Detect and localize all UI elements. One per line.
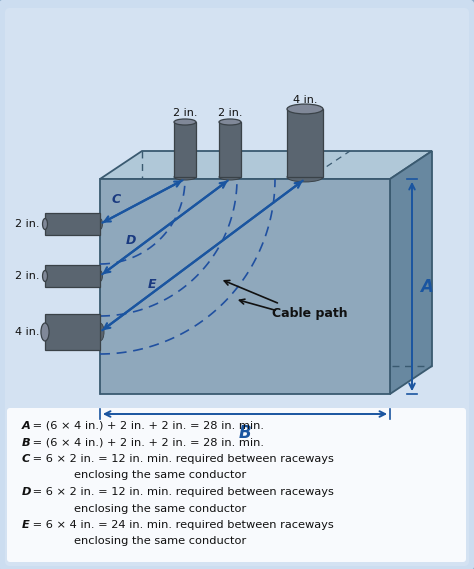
Ellipse shape bbox=[287, 172, 323, 182]
Text: 2 in.: 2 in. bbox=[218, 108, 242, 118]
FancyBboxPatch shape bbox=[5, 8, 469, 566]
Text: E: E bbox=[148, 278, 156, 291]
Text: B: B bbox=[22, 438, 31, 447]
Ellipse shape bbox=[219, 119, 241, 125]
Ellipse shape bbox=[98, 270, 102, 282]
Ellipse shape bbox=[43, 218, 47, 229]
Ellipse shape bbox=[43, 270, 47, 282]
Polygon shape bbox=[45, 265, 100, 287]
Text: E: E bbox=[22, 520, 30, 530]
Text: = 6 × 2 in. = 12 in. min. required between raceways: = 6 × 2 in. = 12 in. min. required betwe… bbox=[29, 454, 334, 464]
Polygon shape bbox=[45, 213, 100, 235]
Polygon shape bbox=[174, 122, 196, 177]
Text: = 6 × 4 in. = 24 in. min. required between raceways: = 6 × 4 in. = 24 in. min. required betwe… bbox=[29, 520, 334, 530]
Ellipse shape bbox=[174, 119, 196, 125]
Ellipse shape bbox=[41, 323, 49, 341]
Text: D: D bbox=[126, 234, 137, 248]
FancyBboxPatch shape bbox=[7, 408, 466, 562]
Text: = (6 × 4 in.) + 2 in. + 2 in. = 28 in. min.: = (6 × 4 in.) + 2 in. + 2 in. = 28 in. m… bbox=[29, 421, 264, 431]
Text: = (6 × 4 in.) + 2 in. + 2 in. = 28 in. min.: = (6 × 4 in.) + 2 in. + 2 in. = 28 in. m… bbox=[29, 438, 264, 447]
Text: C: C bbox=[111, 193, 120, 206]
Text: enclosing the same conductor: enclosing the same conductor bbox=[74, 504, 246, 513]
Polygon shape bbox=[390, 151, 432, 394]
Ellipse shape bbox=[98, 218, 102, 229]
Polygon shape bbox=[45, 314, 100, 350]
Text: D: D bbox=[22, 487, 31, 497]
Text: C: C bbox=[22, 454, 30, 464]
Text: 4 in.: 4 in. bbox=[293, 95, 317, 105]
Text: enclosing the same conductor: enclosing the same conductor bbox=[74, 471, 246, 480]
Text: enclosing the same conductor: enclosing the same conductor bbox=[74, 537, 246, 546]
Text: 2 in.: 2 in. bbox=[16, 271, 40, 281]
Text: 2 in.: 2 in. bbox=[173, 108, 197, 118]
Ellipse shape bbox=[96, 323, 104, 341]
Text: 2 in.: 2 in. bbox=[16, 219, 40, 229]
Polygon shape bbox=[100, 179, 390, 394]
Text: 4 in.: 4 in. bbox=[16, 327, 40, 337]
Polygon shape bbox=[219, 122, 241, 177]
Polygon shape bbox=[287, 109, 323, 177]
Text: B: B bbox=[239, 424, 251, 442]
Ellipse shape bbox=[219, 174, 241, 180]
Text: Cable path: Cable path bbox=[272, 307, 348, 320]
Text: A: A bbox=[22, 421, 31, 431]
Ellipse shape bbox=[287, 104, 323, 114]
Polygon shape bbox=[100, 151, 432, 179]
Text: = 6 × 2 in. = 12 in. min. required between raceways: = 6 × 2 in. = 12 in. min. required betwe… bbox=[29, 487, 334, 497]
Ellipse shape bbox=[174, 174, 196, 180]
Text: A: A bbox=[420, 278, 433, 295]
